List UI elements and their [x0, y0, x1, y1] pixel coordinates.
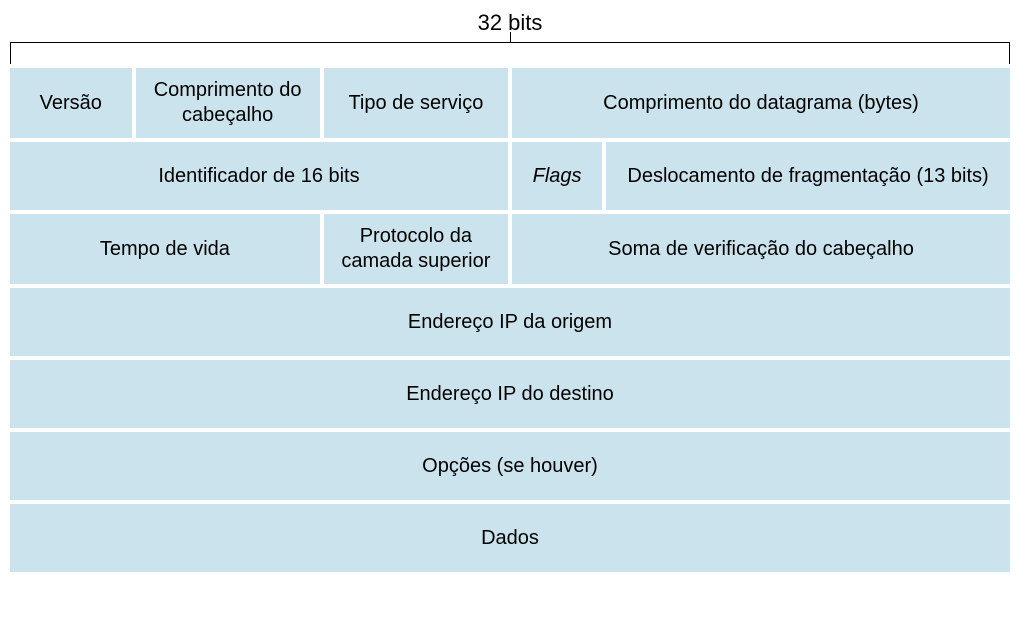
field-checksum: Soma de verificação do cabeçalho — [512, 214, 1010, 284]
field-options: Opções (se houver) — [10, 432, 1010, 500]
width-bracket — [10, 42, 1010, 64]
field-header-length: Comprimento do cabeçalho — [136, 68, 320, 138]
field-version: Versão — [10, 68, 132, 138]
field-total-length: Comprimento do datagrama (bytes) — [512, 68, 1010, 138]
field-frag-offset: Deslocamento de fragmentação (13 bits) — [606, 142, 1010, 210]
ip-header-diagram: 32 bits Versão Comprimento do cabeçalho … — [10, 10, 1010, 572]
field-flags: Flags — [512, 142, 602, 210]
field-protocol: Protocolo da camada superior — [324, 214, 508, 284]
field-identification: Identificador de 16 bits — [10, 142, 508, 210]
field-tos: Tipo de serviço — [324, 68, 508, 138]
field-src-ip: Endereço IP da origem — [10, 288, 1010, 356]
header-grid: Versão Comprimento do cabeçalho Tipo de … — [10, 68, 1010, 572]
field-data: Dados — [10, 504, 1010, 572]
field-dst-ip: Endereço IP do destino — [10, 360, 1010, 428]
field-ttl: Tempo de vida — [10, 214, 320, 284]
